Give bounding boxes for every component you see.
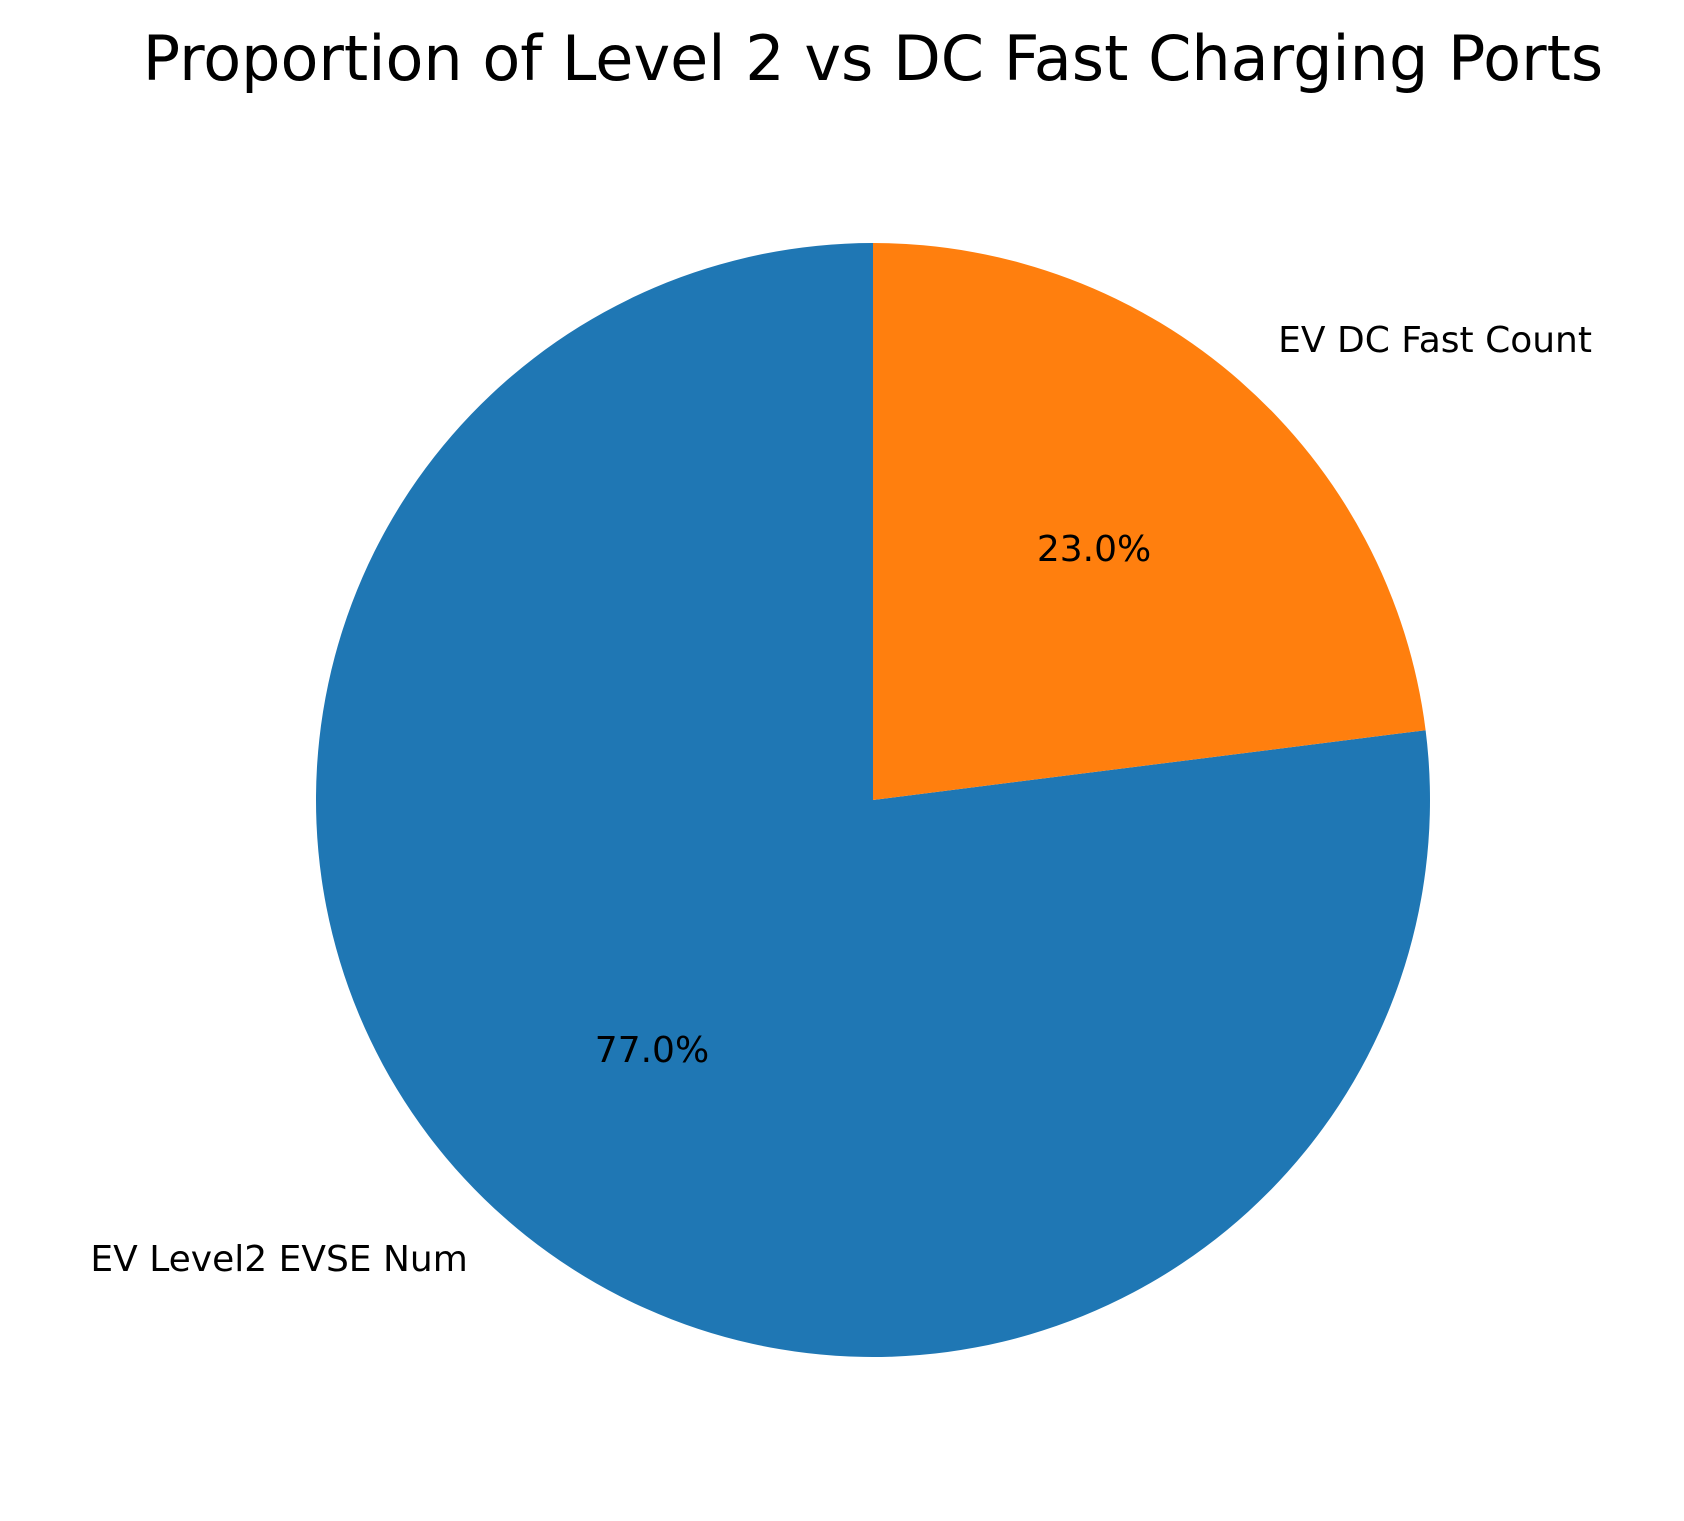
pie-labels: 77.0% EV Level2 EVSE Num 23.0% EV DC Fast C…	[90, 320, 1592, 1280]
pie-percent-label-2: 23.0%	[1037, 529, 1151, 570]
pie-category-label-1: EV Level2 EVSE Num	[90, 1239, 467, 1280]
pie-category-label-2: EV DC Fast Count	[1278, 320, 1592, 361]
pie-percent-label-1: 77.0%	[595, 1030, 709, 1071]
pie-slice-2	[873, 243, 1426, 800]
chart-title: Proportion of Level 2 vs DC Fast Chargin…	[143, 22, 1603, 95]
pie-slices	[315, 243, 1431, 1357]
